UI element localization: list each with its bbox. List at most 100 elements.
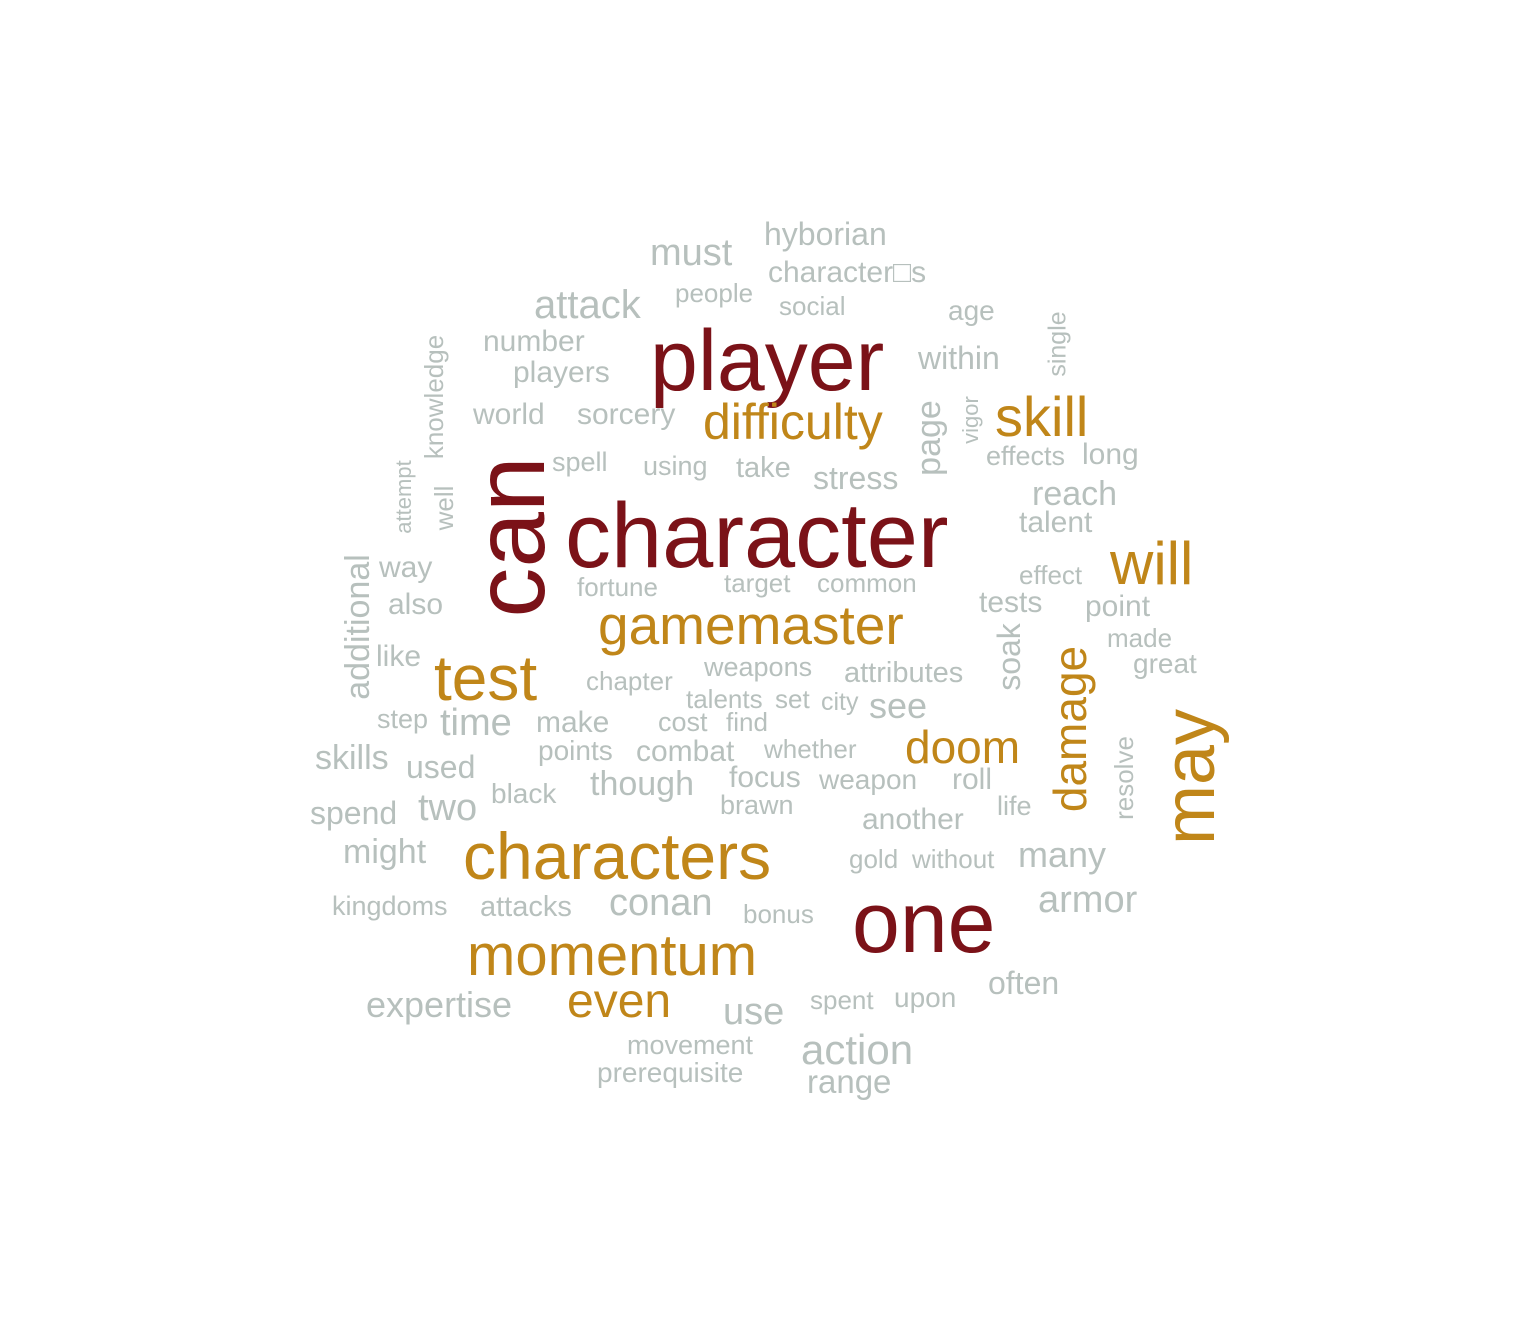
word: great [1133, 648, 1197, 679]
word: momentum [467, 923, 758, 988]
word: like [376, 640, 422, 673]
word: gold [849, 844, 899, 874]
word: also [388, 588, 444, 621]
word: single [1043, 311, 1072, 377]
word: cost [658, 707, 708, 737]
word: character□s [768, 256, 927, 289]
word: though [590, 765, 694, 803]
word: long [1082, 438, 1139, 471]
word: life [997, 791, 1032, 821]
word: using [643, 451, 708, 481]
word: hyborian [764, 216, 887, 252]
word: see [869, 685, 928, 726]
word: effect [1019, 560, 1083, 590]
word: armor [1038, 879, 1138, 921]
word: even [567, 975, 672, 1028]
word: weapons [704, 652, 813, 682]
word: range [807, 1063, 892, 1100]
word: set [775, 684, 810, 714]
word: world [473, 398, 545, 431]
word: target [724, 568, 791, 598]
word: brawn [720, 790, 794, 820]
word: effects [986, 441, 1066, 471]
word: within [918, 340, 1000, 376]
word: action [801, 1026, 914, 1073]
word: soak [991, 623, 1027, 691]
word: reach [1032, 475, 1118, 513]
word: social [779, 291, 846, 321]
word: many [1018, 834, 1107, 875]
word: attributes [844, 657, 964, 689]
word: well [429, 485, 459, 531]
word: black [491, 778, 557, 809]
word: will [1110, 530, 1194, 597]
word: way [379, 551, 433, 584]
word: players [513, 356, 610, 389]
word: focus [729, 761, 801, 794]
word: another [862, 803, 964, 836]
word: make [536, 706, 610, 739]
word: resolve [1109, 736, 1139, 820]
word: can [454, 456, 566, 618]
word: prerequisite [597, 1057, 744, 1088]
word: weapon [819, 764, 918, 795]
word: tests [979, 586, 1043, 619]
word: made [1107, 623, 1173, 653]
word: page [910, 400, 948, 476]
word: without [912, 844, 995, 874]
word: city [821, 688, 859, 716]
word: points [538, 735, 613, 766]
word: conan [609, 882, 713, 924]
word: roll [952, 763, 993, 796]
word: time [440, 702, 512, 744]
word: expertise [366, 984, 513, 1025]
word: sorcery [577, 398, 676, 431]
word: doom [905, 721, 1021, 773]
word: might [343, 833, 427, 871]
word: difficulty [703, 394, 883, 450]
word: find [726, 707, 768, 737]
word: test [434, 642, 538, 714]
word: used [406, 749, 476, 785]
word: two [418, 787, 478, 829]
word: number [483, 325, 585, 358]
word: use [723, 991, 785, 1033]
word: people [675, 278, 754, 308]
word: attacks [480, 891, 572, 923]
word: spend [310, 795, 398, 831]
word: step [377, 704, 429, 734]
word: chapter [586, 666, 673, 696]
word: may [1150, 708, 1230, 846]
word: character [565, 485, 949, 587]
word: common [817, 568, 917, 598]
word: damage [1044, 645, 1096, 813]
word: vigor [958, 396, 983, 444]
word: combat [636, 735, 735, 768]
word: bonus [743, 899, 814, 929]
word: age [948, 295, 995, 326]
word: skill [995, 385, 1089, 448]
word: one [852, 875, 996, 971]
word: movement [627, 1030, 754, 1060]
word: attack [534, 283, 641, 327]
word: talents [686, 684, 763, 714]
word: upon [894, 982, 957, 1013]
word: take [736, 452, 791, 484]
word: spell [552, 447, 608, 477]
word: player [650, 313, 885, 409]
word: kingdoms [332, 891, 448, 921]
word: skills [315, 739, 389, 777]
word: gamemaster [598, 594, 904, 656]
word: characters [463, 819, 772, 893]
word: knowledge [419, 334, 449, 460]
word: must [650, 232, 733, 274]
word: attempt [391, 460, 416, 534]
word: stress [813, 460, 899, 496]
word: often [988, 965, 1060, 1001]
word: whether [764, 734, 857, 764]
word: fortune [577, 572, 658, 602]
word: spent [810, 985, 874, 1015]
word: talent [1019, 506, 1093, 539]
word: point [1085, 590, 1151, 623]
